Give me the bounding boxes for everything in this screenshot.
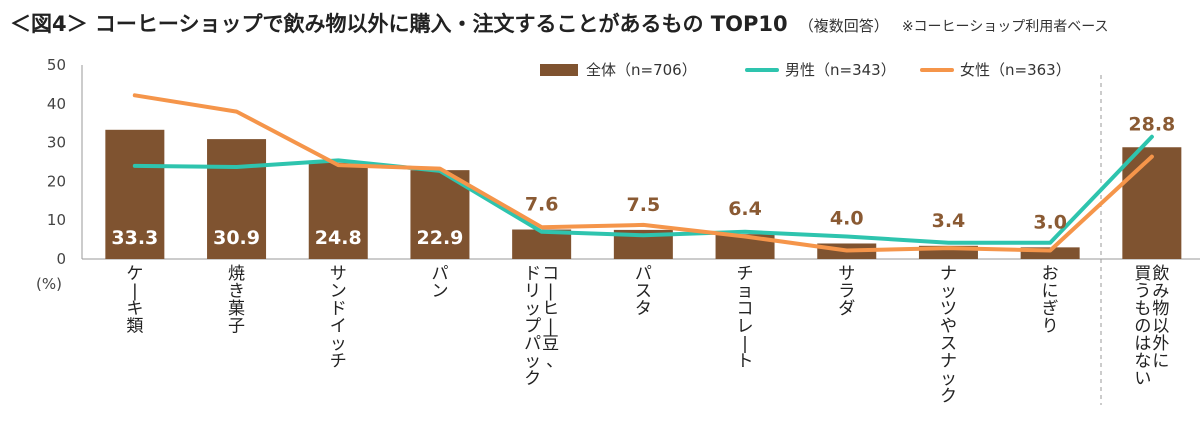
x-category-label: パスタ bbox=[635, 264, 652, 319]
line-series-female bbox=[132, 93, 1154, 253]
y-tick-label: 10 bbox=[47, 211, 66, 229]
x-category-label: ケ|キ類 bbox=[126, 264, 143, 337]
data-label-bar: 7.6 bbox=[525, 194, 559, 216]
x-category-label: 飲み物以外に bbox=[1152, 264, 1169, 372]
data-label-bar: 3.0 bbox=[1033, 211, 1067, 233]
y-unit-label: (%) bbox=[36, 275, 62, 293]
data-label-bar: 30.9 bbox=[213, 227, 260, 249]
x-category-label: ドリップパック bbox=[524, 264, 541, 389]
y-tick-label: 20 bbox=[47, 172, 66, 190]
legend-label: 全体（n=706） bbox=[586, 61, 697, 79]
y-tick-label: 30 bbox=[47, 134, 66, 152]
data-label-bar: 6.4 bbox=[728, 198, 762, 220]
x-category-label: サンドイッチ bbox=[330, 264, 347, 372]
chart-subtitle: （複数回答） bbox=[798, 17, 889, 35]
bar-1 bbox=[105, 129, 165, 259]
data-label-bar: 7.5 bbox=[627, 194, 661, 216]
bar-3 bbox=[308, 162, 368, 259]
chart-title: ＜図4＞ コーヒーショップで飲み物以外に購入・注文することがあるもの TOP10 bbox=[10, 12, 788, 36]
y-tick-label: 50 bbox=[47, 56, 66, 74]
x-category-label: 焼き菓子 bbox=[228, 264, 245, 337]
x-category-label: パン bbox=[431, 264, 448, 302]
data-label-bar: 4.0 bbox=[830, 207, 864, 229]
bar-2 bbox=[207, 139, 267, 259]
legend-label: 女性（n=363） bbox=[960, 61, 1071, 79]
chart-note: ※コーヒーショップ利用者ベース bbox=[901, 19, 1109, 35]
legend-label: 男性（n=343） bbox=[785, 61, 896, 79]
data-label-bar: 22.9 bbox=[417, 227, 464, 249]
x-category-label: サラダ bbox=[838, 264, 855, 319]
chart-title-block: ＜図4＞ コーヒーショップで飲み物以外に購入・注文することがあるもの TOP10… bbox=[10, 8, 1109, 38]
x-category-label: おにぎり bbox=[1042, 264, 1059, 337]
data-label-bar: 33.3 bbox=[111, 227, 158, 249]
x-category-label: ナッツやスナック bbox=[940, 264, 957, 407]
data-label-bar: 3.4 bbox=[932, 210, 966, 232]
bar-10 bbox=[1020, 247, 1080, 259]
y-tick-label: 0 bbox=[56, 250, 66, 268]
y-tick-label: 40 bbox=[47, 95, 66, 113]
line-series-male bbox=[132, 134, 1154, 245]
legend-swatch-bar bbox=[540, 64, 578, 76]
data-label-bar: 24.8 bbox=[315, 227, 362, 249]
x-category-label: 買うものはない bbox=[1134, 264, 1151, 389]
x-category-label: チョコレ|ト bbox=[737, 264, 754, 372]
bar-11 bbox=[1122, 147, 1182, 259]
x-category-label: コ|ヒ|豆、 bbox=[542, 264, 563, 372]
data-label-bar: 28.8 bbox=[1128, 113, 1175, 135]
